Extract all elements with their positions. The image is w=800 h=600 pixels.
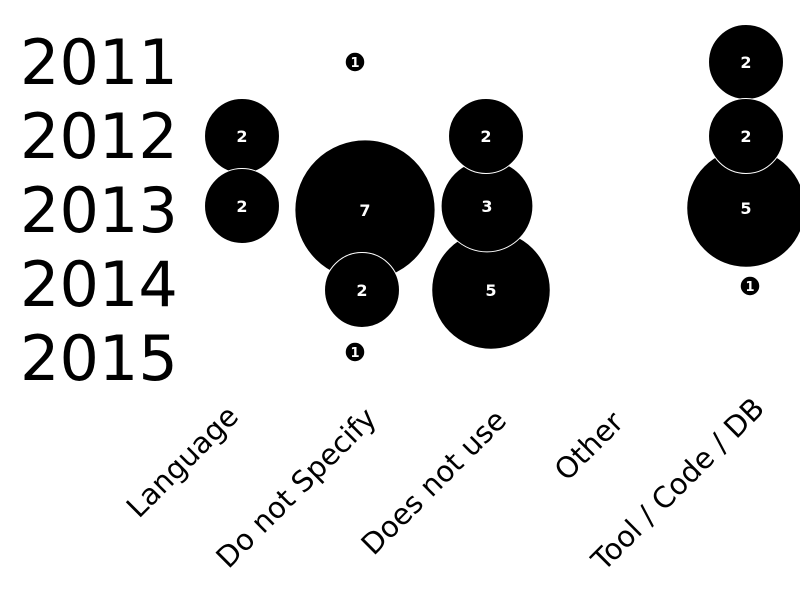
category-label-other: Other <box>548 405 630 487</box>
bubble-language-2013: 2 <box>204 168 280 244</box>
bubble-circle <box>739 275 761 297</box>
bubble-language-2012: 2 <box>204 98 280 174</box>
bubble-value-label: 5 <box>740 199 751 218</box>
year-label-2012: 2012 <box>20 100 178 173</box>
bubble-tool-code-db-2012: 2 <box>708 98 784 174</box>
bubble-do-not-specify-2014: 2 <box>324 252 400 328</box>
bubble-value-label: 2 <box>740 127 751 146</box>
bubble-do-not-specify-2015: 1 <box>344 341 366 363</box>
year-label-2015: 2015 <box>20 322 178 395</box>
year-label-2011: 2011 <box>20 26 178 99</box>
bubble-value-label: 1 <box>745 280 754 295</box>
bubble-does-not-use-2014: 5 <box>431 230 551 350</box>
bubble-tool-code-db-2014: 1 <box>739 275 761 297</box>
bubble-circle <box>344 341 366 363</box>
bubble-value-label: 7 <box>359 201 370 220</box>
bubble-do-not-specify-2013: 7 <box>294 139 436 281</box>
bubble-circle <box>448 98 524 174</box>
bubble-does-not-use-2012: 2 <box>448 98 524 174</box>
bubble-value-label: 1 <box>350 346 359 361</box>
bubbles-layer: 7 5 5 3 2 2 2 2 2 2 1 1 1 <box>204 24 800 363</box>
bubble-value-label: 2 <box>356 281 367 300</box>
bubble-value-label: 2 <box>236 197 247 216</box>
bubble-circle <box>324 252 400 328</box>
bubble-circle <box>344 51 366 73</box>
bubble-value-label: 2 <box>740 53 751 72</box>
bubble-value-label: 1 <box>350 56 359 71</box>
bubble-value-label: 5 <box>485 281 496 300</box>
bubble-circle <box>708 98 784 174</box>
category-label-language: Language <box>120 399 245 524</box>
bubble-tool-code-db-2011: 2 <box>708 24 784 100</box>
bubble-do-not-specify-2011: 1 <box>344 51 366 73</box>
year-label-2013: 2013 <box>20 174 178 247</box>
bubble-value-label: 2 <box>236 127 247 146</box>
bubble-circle <box>204 168 280 244</box>
bubble-value-label: 2 <box>480 127 491 146</box>
bubble-value-label: 3 <box>481 197 492 216</box>
year-label-2014: 2014 <box>20 248 178 321</box>
